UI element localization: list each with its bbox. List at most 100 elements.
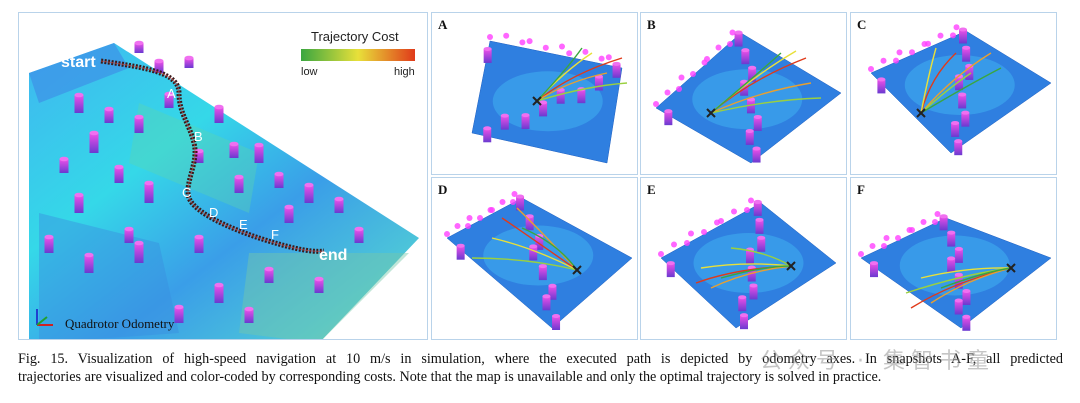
obstacle-pillar [194, 237, 204, 253]
colorbar-high-label: high [394, 66, 415, 78]
waypoint-f: F [271, 227, 279, 242]
snapshot-e: E [640, 177, 847, 340]
obstacle-pillar [304, 185, 314, 203]
snapshot-label: A [438, 17, 448, 32]
snapshot-d: D [431, 177, 638, 340]
obstacle-pillar [274, 174, 284, 188]
obstacle-pillar [664, 111, 673, 126]
obstacle-pillar [284, 207, 294, 223]
obstacle-pillar [612, 63, 621, 78]
obstacle-pillar [144, 183, 154, 203]
colorbar-low-label: low [301, 66, 318, 78]
quadrotor-marker [532, 96, 542, 106]
obstacle-pillar [755, 219, 764, 234]
caption-line-2: trajectories are visualized and color-co… [18, 369, 882, 385]
obstacle-pillar [483, 48, 492, 63]
obstacle-pillar [74, 95, 84, 113]
obstacle-pillar [939, 216, 948, 231]
obstacle-pillar [525, 216, 534, 231]
obstacle-pillar [870, 263, 878, 278]
obstacle-pillar [542, 296, 551, 311]
obstacle-pillar [552, 316, 561, 330]
snapshot-label: F [857, 182, 865, 197]
obstacle-pillar [104, 109, 114, 123]
figure-caption: Fig. 15. Visualization of high-speed nav… [18, 350, 1063, 386]
main-map-svg: start end A B C D E F Trajectory Cost lo… [29, 29, 419, 339]
obstacle-pillar [954, 300, 963, 315]
obstacle-pillar [114, 167, 124, 183]
snapshot-b: B [640, 12, 847, 175]
obstacle-pillar [264, 269, 274, 283]
obstacle-pillar [164, 94, 174, 108]
caption-line-1: Fig. 15. Visualization of high-speed nav… [18, 351, 1063, 367]
waypoint-b: B [194, 129, 203, 144]
obstacle-pillar [184, 58, 194, 68]
obstacle-pillar [958, 94, 967, 109]
obstacle-pillar [877, 79, 886, 94]
waypoint-c: C [182, 185, 191, 200]
predicted-trajectories [471, 207, 578, 271]
obstacle-pillar [556, 89, 565, 104]
obstacle-pillar [483, 128, 492, 143]
predicted-trajectories [695, 247, 792, 289]
obstacle-pillar [194, 151, 204, 163]
obstacle-pillar [516, 196, 525, 211]
snapshot-obstacles [666, 199, 766, 330]
obstacle-pillar [124, 229, 134, 243]
obstacle-pillar [229, 144, 239, 158]
obstacle-pillar [174, 307, 184, 323]
quadrotor-marker [1006, 263, 1016, 273]
obstacle-pillar [666, 263, 675, 278]
obstacle-pillar [753, 201, 762, 216]
obstacle-pillar [244, 309, 254, 323]
obstacle-pillar [538, 266, 547, 281]
odometry-axes-icon [36, 309, 53, 326]
main-map-panel: start end A B C D E F Trajectory Cost lo… [18, 12, 428, 340]
snapshot-f: F [850, 177, 1057, 340]
waypoint-a: A [167, 86, 176, 101]
cost-colorbar [301, 49, 415, 61]
obstacle-pillar [734, 32, 743, 47]
obstacle-pillar [965, 65, 974, 80]
obstacle-pillar [354, 229, 364, 243]
obstacle-pillar [548, 285, 557, 300]
snapshot-obstacles [483, 46, 621, 143]
snapshot-c: C [850, 12, 1057, 175]
obstacle-pillar [594, 76, 603, 91]
obstacle-pillar [745, 130, 754, 145]
obstacle-pillar [753, 116, 762, 131]
obstacle-pillar [59, 159, 69, 173]
obstacle-pillar [214, 107, 224, 123]
obstacle-pillar [961, 112, 970, 127]
predicted-trajectories [905, 267, 1012, 309]
watermark: 公众号 · 集智书童 [760, 349, 995, 374]
obstacle-pillar [954, 141, 963, 156]
obstacle-pillar [747, 267, 756, 282]
predicted-trajectories [536, 47, 628, 102]
snapshot-a: A [431, 12, 638, 175]
obstacle-pillar [334, 199, 344, 213]
ground-plane [29, 43, 419, 339]
end-label: end [319, 247, 347, 264]
snapshot-label: B [647, 17, 656, 32]
obstacle-pillar [577, 89, 586, 104]
obstacle-pillar [89, 133, 99, 153]
obstacle-pillar [44, 237, 54, 253]
obstacle-pillars [44, 40, 364, 323]
obstacle-pillar [746, 99, 755, 114]
obstacle-pillar [456, 245, 465, 260]
predicted-trajectories [710, 50, 822, 114]
quadrotor-marker [786, 261, 796, 271]
obstacle-pillar [234, 177, 244, 193]
snapshot-obstacles [870, 214, 971, 331]
obstacle-pillar [314, 279, 324, 293]
predicted-trajectories [920, 47, 1002, 114]
quadrotor-marker [706, 108, 716, 118]
start-label: start [61, 54, 96, 71]
obstacle-pillar [748, 67, 757, 82]
obstacle-pillar [254, 145, 264, 163]
obstacle-pillar [154, 61, 164, 73]
obstacle-pillar [954, 248, 963, 263]
obstacle-pillar [84, 255, 94, 273]
obstacle-pillar [740, 315, 748, 330]
